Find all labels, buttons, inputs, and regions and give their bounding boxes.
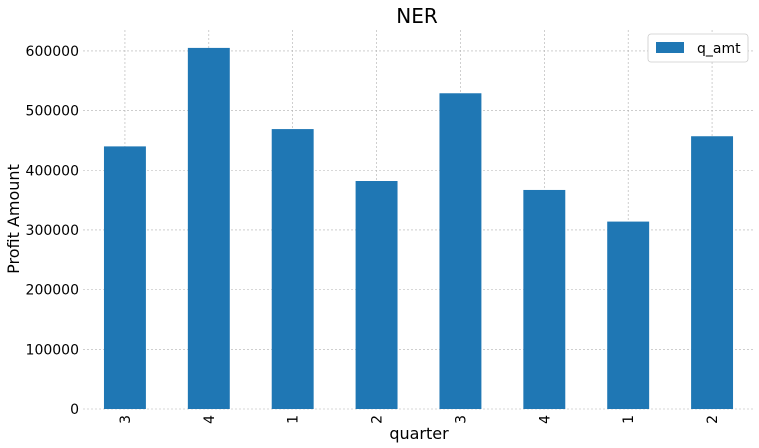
bar [607, 221, 650, 409]
y-tick-label: 100000 [26, 342, 79, 358]
bar [103, 146, 146, 409]
legend: q_amt [647, 33, 749, 63]
x-axis-label: quarter [389, 424, 449, 443]
legend-frame [647, 33, 749, 63]
x-tick-label: 3 [118, 415, 134, 424]
y-tick-label: 300000 [26, 223, 79, 239]
y-axis-label: Profit Amount [4, 164, 23, 274]
legend-swatch [656, 42, 684, 53]
y-tick-label: 200000 [26, 283, 79, 299]
y-tick-label: 400000 [26, 163, 79, 179]
y-tick-label: 600000 [26, 44, 79, 60]
y-axis-ticks: 0 100000 200000 300000 400000 500000 600000 [26, 44, 79, 418]
bars [103, 47, 734, 410]
bar [187, 47, 230, 409]
x-tick-label: 2 [370, 415, 386, 424]
x-tick-label: 4 [537, 415, 553, 424]
grid [83, 30, 754, 410]
y-tick-label: 500000 [26, 104, 79, 120]
legend-label: q_amt [697, 41, 741, 57]
bar [691, 136, 734, 409]
x-axis-ticks: 3 4 1 2 3 4 1 2 [118, 415, 721, 424]
bar [523, 189, 566, 409]
x-tick-label: 2 [705, 415, 721, 424]
bar [355, 181, 398, 409]
x-tick-label: 1 [621, 415, 637, 424]
bar [439, 93, 482, 409]
x-tick-label: 4 [202, 415, 218, 424]
chart-title: NER [396, 4, 438, 28]
y-tick-label: 0 [70, 402, 79, 418]
x-tick-label: 1 [286, 415, 302, 424]
bar [271, 129, 314, 410]
x-tick-label: 3 [453, 415, 469, 424]
